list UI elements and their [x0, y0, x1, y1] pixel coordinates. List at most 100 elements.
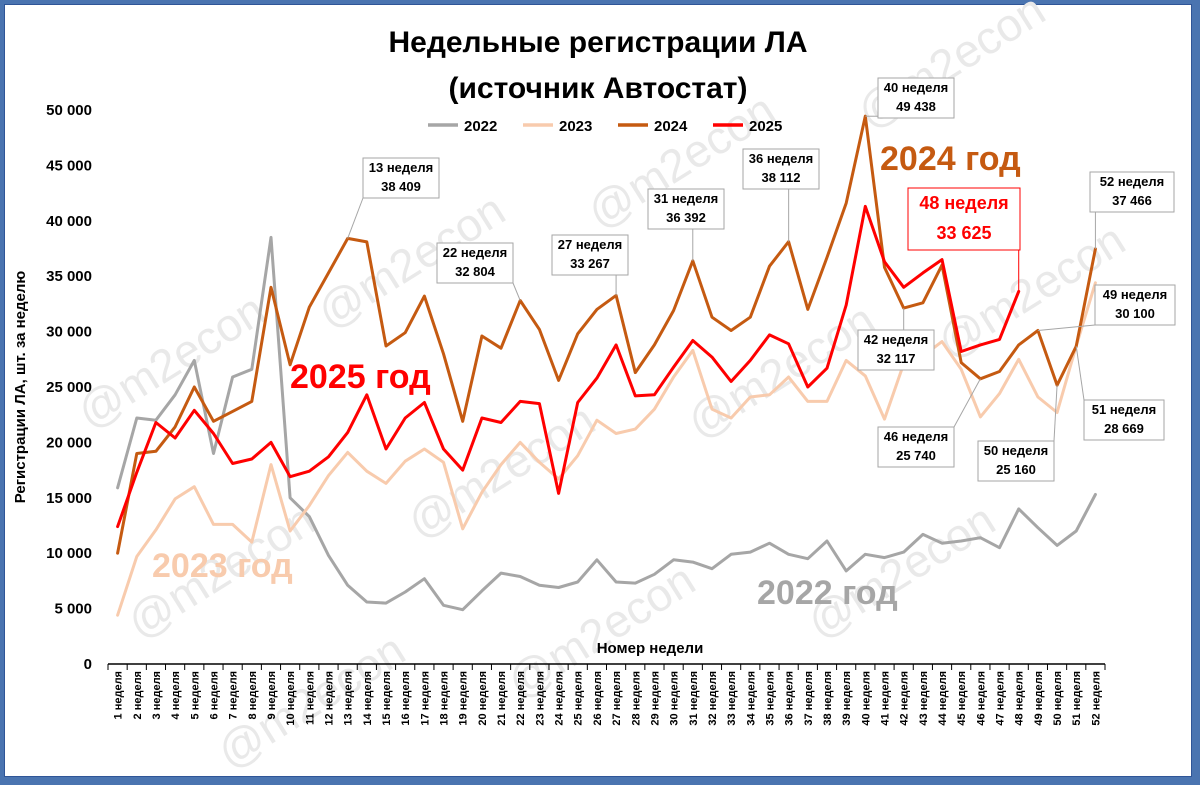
x-tick-label: 17 неделя	[419, 671, 431, 726]
x-tick-label: 16 неделя	[400, 671, 412, 726]
annotation-label: 36 неделя	[749, 151, 813, 166]
annotation-box	[1094, 284, 1176, 326]
annotation-box	[857, 329, 935, 371]
y-tick-label: 15 000	[46, 490, 92, 507]
x-tick-label: 9 неделя	[266, 671, 278, 719]
y-tick-label: 50 000	[46, 102, 92, 119]
x-tick-label: 40 неделя	[860, 671, 872, 726]
chart-title-line2: (источник Автостат)	[448, 72, 747, 105]
x-tick-label: 49 неделя	[1033, 671, 1045, 726]
x-tick-label: 7 неделя	[228, 671, 240, 719]
annotation-value: 25 160	[996, 462, 1036, 477]
series-line-2024	[116, 114, 1097, 555]
annotation-value: 30 100	[1115, 306, 1155, 321]
annotation-label: 40 неделя	[884, 80, 948, 95]
x-tick-label: 26 неделя	[592, 671, 604, 726]
annotation-value: 37 466	[1112, 193, 1152, 208]
annotation-leader	[512, 282, 521, 301]
annotation-value: 36 392	[666, 210, 706, 225]
x-tick-label: 1 неделя	[113, 671, 125, 719]
annotation-leader	[1075, 346, 1085, 401]
y-tick-label: 5 000	[54, 601, 92, 618]
x-tick-label: 47 неделя	[995, 671, 1007, 726]
annotation-value: 38 409	[381, 179, 421, 194]
x-tick-label: 29 неделя	[649, 671, 661, 726]
x-axis-label: Номер недели	[597, 640, 704, 657]
x-tick-label: 5 неделя	[189, 671, 201, 719]
x-tick-label: 38 неделя	[822, 671, 834, 726]
x-tick-label: 36 неделя	[784, 671, 796, 726]
watermark-text: @m2econ	[798, 493, 1004, 649]
x-tick-label: 51 неделя	[1071, 671, 1083, 726]
x-axis: 1 неделя 2 неделя 3 неделя 4 неделя 5 неделя…	[107, 663, 1106, 726]
annotation-box	[877, 426, 955, 468]
annotation-leader	[953, 378, 981, 428]
x-tick-label: 4 неделя	[170, 671, 182, 719]
x-tick-label: 32 неделя	[707, 671, 719, 726]
legend-label-2023: 2023	[559, 118, 592, 135]
x-tick-label: 31 неделя	[688, 671, 700, 726]
annotation-value: 33 267	[570, 256, 610, 271]
y-tick-label: 20 000	[46, 434, 92, 451]
x-tick-label: 44 неделя	[937, 671, 949, 726]
annotation-value: 32 117	[876, 351, 915, 366]
x-tick-label: 37 неделя	[803, 671, 815, 726]
legend-label-2024: 2024	[654, 118, 688, 135]
x-tick-label: 2 неделя	[132, 671, 144, 719]
annotation-leader	[347, 197, 364, 239]
annotation-box	[647, 188, 725, 230]
annotation-label: 31 неделя	[654, 191, 718, 206]
x-tick-label: 22 неделя	[515, 671, 527, 726]
chart-title-line1: Недельные регистрации ЛА	[388, 26, 807, 59]
x-tick-label: 10 неделя	[285, 671, 297, 726]
year-labels: 2024 год 2025 год 2023 год 2022 год	[152, 140, 1021, 612]
annotation-value: 38 112	[761, 170, 800, 185]
y-tick-label: 45 000	[46, 157, 92, 174]
annotation-box	[436, 242, 514, 284]
annotation-label: 49 неделя	[1103, 287, 1167, 302]
annotation-label: 50 неделя	[984, 443, 1048, 458]
y-tick-label: 40 000	[46, 213, 92, 230]
series-line-2025	[116, 204, 1021, 529]
y-tick-label: 25 000	[46, 379, 92, 396]
x-tick-label: 33 неделя	[726, 671, 738, 726]
y-tick-label: 0	[84, 656, 92, 673]
annotation-box	[551, 234, 629, 276]
x-tick-label: 19 неделя	[458, 671, 470, 726]
x-tick-label: 41 неделя	[880, 671, 892, 726]
annotations: 13 неделя 38 409 22 неделя 32 804 27 неделя 3…	[347, 77, 1176, 482]
y-axis-label: Регистрации ЛА, шт. за неделю	[12, 271, 29, 504]
annotation-label: 46 неделя	[884, 429, 948, 444]
legend-label-2025: 2025	[749, 118, 782, 135]
legend-label-2022: 2022	[464, 118, 497, 135]
x-tick-label: 35 неделя	[764, 671, 776, 726]
annotation-label: 42 неделя	[864, 332, 928, 347]
x-tick-label: 13 неделя	[343, 671, 355, 726]
annotation-label: 52 неделя	[1100, 174, 1164, 189]
watermark-text: @m2econ	[68, 283, 274, 439]
x-tick-label: 12 неделя	[323, 671, 335, 726]
x-tick-label: 20 неделя	[477, 671, 489, 726]
annotation-label: 13 неделя	[369, 160, 433, 175]
y-tick-label: 35 000	[46, 268, 92, 285]
x-tick-label: 18 неделя	[439, 671, 451, 726]
annotation-box	[977, 440, 1055, 482]
x-tick-label: 39 неделя	[841, 671, 853, 726]
year-label: 2025 год	[290, 358, 431, 396]
x-tick-label: 42 неделя	[899, 671, 911, 726]
x-tick-label: 3 неделя	[151, 671, 163, 719]
year-label: 2022 год	[757, 574, 898, 612]
x-tick-label: 50 неделя	[1052, 671, 1064, 726]
x-tick-label: 43 неделя	[918, 671, 930, 726]
annotation-box	[907, 187, 1021, 251]
annotation-label: 27 неделя	[558, 237, 622, 252]
x-tick-label: 52 неделя	[1090, 671, 1102, 726]
annotation-leader	[1037, 324, 1096, 331]
annotation-box	[1083, 399, 1165, 441]
annotation-box	[742, 148, 820, 190]
annotation-label: 51 неделя	[1092, 402, 1156, 417]
annotation-box	[362, 157, 440, 199]
watermark-text: @m2econ	[678, 293, 884, 449]
legend: 2022 2023 2024 2025	[428, 118, 782, 135]
